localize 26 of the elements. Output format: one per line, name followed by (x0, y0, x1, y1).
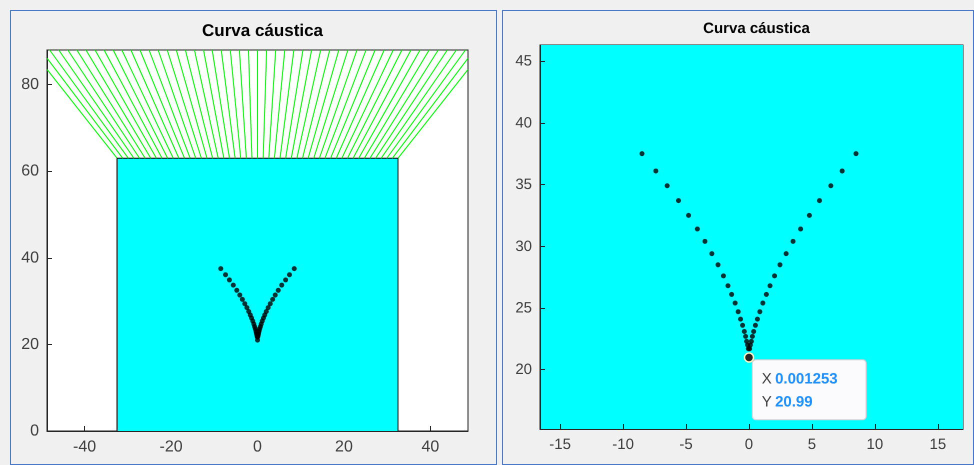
y-tick-label: 45 (515, 52, 532, 70)
x-tick-label: 0 (253, 438, 262, 456)
x-tick-label: 15 (929, 436, 946, 453)
x-tick-label: -15 (549, 436, 571, 453)
y-tick-label: 60 (21, 162, 40, 180)
y-tick-label: 35 (515, 176, 532, 194)
annotation: X 0.001253 Y 20.99 (762, 370, 838, 410)
x-tick-label: -40 (73, 438, 96, 456)
y-tick-label: 25 (515, 299, 532, 316)
x-tick-label: -10 (612, 436, 634, 453)
x-tick-label: -20 (159, 438, 183, 456)
y-tick-label: 40 (515, 114, 532, 132)
chart-title: Curva cáustica (703, 20, 811, 37)
x-tick-label: -5 (679, 436, 693, 453)
chart-title: Curva cáustica (202, 21, 324, 40)
y-tick-label: 20 (515, 361, 532, 378)
y-tick-label: 20 (21, 336, 40, 353)
y-tick-label: 80 (21, 76, 40, 94)
x-tick-label: 5 (808, 436, 816, 453)
x-tick-label: 10 (866, 436, 884, 453)
x-tick-label: 0 (744, 436, 754, 453)
y-tick-label: 40 (21, 249, 40, 266)
y-tick-label: 30 (515, 238, 532, 255)
x-tick-label: 20 (335, 438, 353, 456)
y-tick-label: 0 (30, 422, 40, 440)
x-tick-label: 40 (421, 438, 440, 456)
